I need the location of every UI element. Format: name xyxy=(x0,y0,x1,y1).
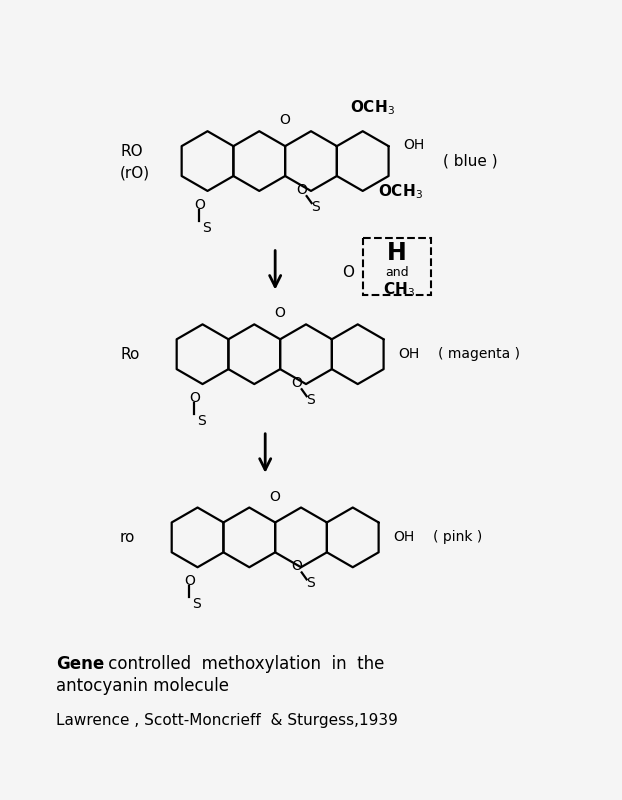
Text: O: O xyxy=(270,490,281,503)
Text: O: O xyxy=(291,376,302,390)
Text: ( magenta ): ( magenta ) xyxy=(439,347,520,362)
Text: OH: OH xyxy=(394,530,415,544)
Text: (rO): (rO) xyxy=(120,166,150,181)
Text: O: O xyxy=(296,183,307,197)
Text: S: S xyxy=(306,576,315,590)
Text: and: and xyxy=(385,266,409,279)
Text: RO: RO xyxy=(120,144,142,158)
FancyBboxPatch shape xyxy=(363,238,430,295)
Text: O: O xyxy=(342,265,354,280)
Text: Lawrence , Scott-Moncrieff  & Sturgess,1939: Lawrence , Scott-Moncrieff & Sturgess,19… xyxy=(56,713,398,728)
Text: ( blue ): ( blue ) xyxy=(443,154,498,169)
Text: O: O xyxy=(275,306,285,320)
Text: S: S xyxy=(192,597,201,611)
Text: O: O xyxy=(194,198,205,212)
Text: CH$_3$: CH$_3$ xyxy=(383,280,415,299)
Text: ( pink ): ( pink ) xyxy=(434,530,483,544)
Text: antocyanin molecule: antocyanin molecule xyxy=(56,677,229,694)
Text: Gene: Gene xyxy=(56,655,104,673)
Text: controlled  methoxylation  in  the: controlled methoxylation in the xyxy=(103,655,384,673)
Text: Ro: Ro xyxy=(120,346,139,362)
Text: OH: OH xyxy=(404,138,425,152)
Text: H: H xyxy=(387,241,407,265)
Text: O: O xyxy=(291,559,302,574)
Text: S: S xyxy=(202,221,211,234)
Text: O: O xyxy=(189,391,200,405)
Text: ro: ro xyxy=(120,530,136,545)
Text: OCH$_3$: OCH$_3$ xyxy=(378,182,423,202)
Text: OH: OH xyxy=(399,347,420,362)
Text: S: S xyxy=(311,200,320,214)
Text: S: S xyxy=(197,414,206,428)
Text: OCH$_3$: OCH$_3$ xyxy=(350,98,396,117)
Text: S: S xyxy=(306,393,315,407)
Text: O: O xyxy=(184,574,195,588)
Text: O: O xyxy=(280,114,290,127)
